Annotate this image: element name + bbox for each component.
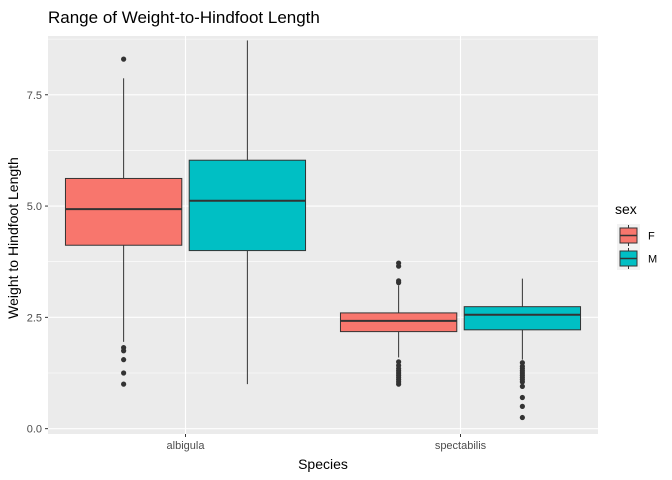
legend-entry-M: M [617,247,657,270]
outlier-point [519,394,525,401]
chart-title: Range of Weight-to-Hindfoot Length [48,8,320,27]
y-tick-label: 2.5 [27,312,42,324]
outlier-point [519,360,525,366]
x-axis-title: Species [298,456,348,472]
legend-label: F [648,231,655,243]
outlier-point [121,56,127,62]
grid-minor [48,38,598,374]
box-iqr [339,312,458,333]
y-tick-label: 5.0 [27,201,42,213]
outlier-point [396,362,402,369]
outlier-point [396,260,402,266]
legend-title: sex [615,201,637,217]
outlier-point [519,383,525,389]
y-tick-label: 7.5 [27,90,42,102]
box-iqr [463,306,582,331]
outlier-point [121,381,127,387]
boxes [64,40,582,421]
box-iqr [64,177,183,246]
x-axis: albigula spectabilis [167,434,487,452]
outlier-point [121,357,127,363]
legend-entries: FM [617,224,657,270]
y-axis-title: Weight to Hindfoot Length [5,157,21,319]
x-tick-label: spectabilis [435,440,487,452]
legend-entry-F: F [617,224,655,247]
legend: sex FM [615,201,657,270]
x-tick-label: albigula [167,440,206,452]
outlier-point [519,403,525,409]
box-spectabilis-M [463,278,582,421]
y-axis: 0.0 2.5 5.0 7.5 [27,90,48,436]
box-iqr [188,159,307,252]
outlier-point [121,345,127,351]
box-albigula-F [64,56,183,387]
plot-panel [48,36,598,434]
outlier-point [396,359,402,365]
outlier-point [519,363,525,369]
outlier-point [519,414,525,421]
box-albigula-M [188,40,307,385]
legend-label: M [648,254,657,266]
outlier-point [396,278,402,284]
box-spectabilis-F [339,260,458,387]
outlier-point [121,370,127,376]
y-tick-label: 0.0 [27,424,42,436]
